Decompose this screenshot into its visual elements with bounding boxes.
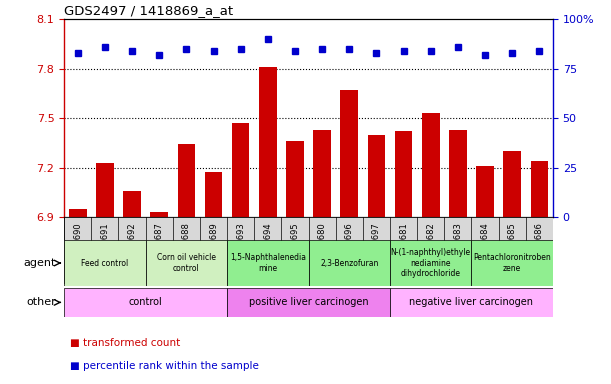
Text: GSM115685: GSM115685 <box>508 222 517 273</box>
Bar <box>123 190 141 217</box>
Bar <box>64 240 145 286</box>
Text: GSM115694: GSM115694 <box>263 222 273 273</box>
Bar <box>530 161 548 217</box>
Bar <box>309 240 390 286</box>
Bar <box>96 162 114 217</box>
Text: GSM115689: GSM115689 <box>209 222 218 273</box>
Bar <box>395 131 412 217</box>
Text: ■ percentile rank within the sample: ■ percentile rank within the sample <box>70 361 259 371</box>
Text: GDS2497 / 1418869_a_at: GDS2497 / 1418869_a_at <box>64 3 233 17</box>
Text: N-(1-naphthyl)ethyle
nediamine
dihydrochloride: N-(1-naphthyl)ethyle nediamine dihydroch… <box>390 248 471 278</box>
Text: negative liver carcinogen: negative liver carcinogen <box>409 297 533 308</box>
Bar <box>69 209 87 217</box>
Text: GSM115683: GSM115683 <box>453 222 463 273</box>
Text: 2,3-Benzofuran: 2,3-Benzofuran <box>320 258 378 268</box>
Text: GSM115687: GSM115687 <box>155 222 164 273</box>
Bar <box>390 240 472 286</box>
Bar <box>205 172 222 217</box>
Bar <box>503 151 521 217</box>
Text: Corn oil vehicle
control: Corn oil vehicle control <box>157 253 216 273</box>
Text: Feed control: Feed control <box>81 258 128 268</box>
Bar <box>476 166 494 217</box>
Text: GSM115688: GSM115688 <box>182 222 191 273</box>
Bar <box>313 130 331 217</box>
Text: GSM115697: GSM115697 <box>372 222 381 273</box>
Text: GSM115690: GSM115690 <box>73 222 82 273</box>
Text: GSM115682: GSM115682 <box>426 222 435 273</box>
Bar <box>178 144 195 217</box>
Text: positive liver carcinogen: positive liver carcinogen <box>249 297 368 308</box>
Bar <box>259 67 277 217</box>
Text: other: other <box>26 297 56 308</box>
Text: Pentachloronitroben
zene: Pentachloronitroben zene <box>474 253 551 273</box>
Bar <box>340 90 358 217</box>
Bar <box>449 130 467 217</box>
Text: GSM115693: GSM115693 <box>236 222 245 273</box>
Text: 1,5-Naphthalenedia
mine: 1,5-Naphthalenedia mine <box>230 253 306 273</box>
Bar <box>150 212 168 217</box>
Text: GSM115692: GSM115692 <box>128 222 136 273</box>
Text: GSM115691: GSM115691 <box>100 222 109 273</box>
Text: GSM115695: GSM115695 <box>290 222 299 273</box>
Text: control: control <box>129 297 163 308</box>
Bar <box>368 134 386 217</box>
Text: GSM115680: GSM115680 <box>318 222 327 273</box>
Bar <box>422 113 439 217</box>
Bar <box>64 288 227 317</box>
Bar <box>232 123 249 217</box>
Bar <box>286 141 304 217</box>
Text: GSM115696: GSM115696 <box>345 222 354 273</box>
Bar <box>227 288 390 317</box>
Text: GSM115684: GSM115684 <box>481 222 489 273</box>
Bar <box>227 240 309 286</box>
Bar <box>472 240 553 286</box>
Bar <box>390 288 553 317</box>
Bar <box>145 240 227 286</box>
Text: GSM115681: GSM115681 <box>399 222 408 273</box>
Text: GSM115686: GSM115686 <box>535 222 544 273</box>
Text: ■ transformed count: ■ transformed count <box>70 338 180 348</box>
Text: agent: agent <box>24 258 56 268</box>
Bar <box>64 217 553 284</box>
